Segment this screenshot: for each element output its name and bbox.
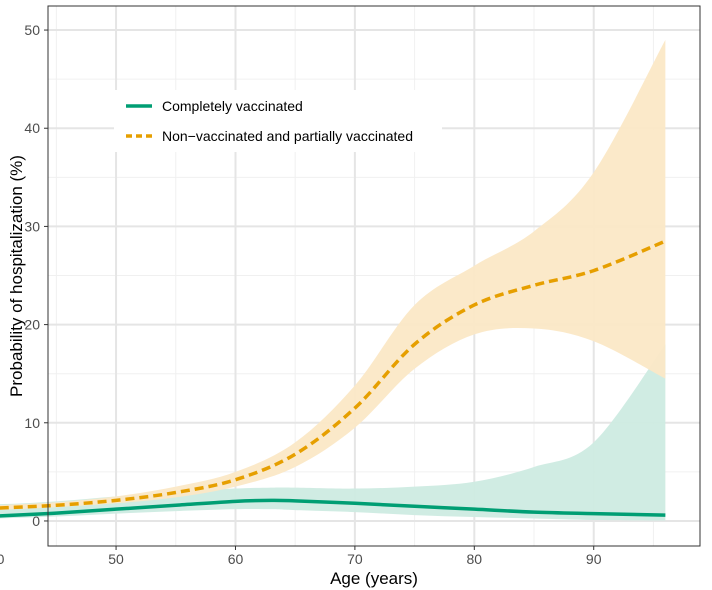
x-tick-label-90: 90	[586, 551, 602, 567]
y-tick-label-20: 20	[24, 317, 40, 333]
series-lines	[0, 239, 667, 518]
y-tick-label-10: 10	[24, 415, 40, 431]
legend-label-completely-vaccinated: Completely vaccinated	[162, 98, 303, 114]
panel-border	[47, 5, 701, 547]
x-tick-label-50: 50	[108, 551, 124, 567]
y-tick-label-50: 50	[24, 22, 40, 38]
legend: Completely vaccinated Non−vaccinated and…	[114, 90, 442, 152]
x-tick-label-70: 70	[347, 551, 363, 567]
y-tick-label-30: 30	[24, 218, 40, 234]
y-axis-ticks: 0 10 20 30 40 50	[24, 22, 48, 529]
legend-label-non-vaccinated: Non−vaccinated and partially vaccinated	[162, 128, 413, 144]
x-tick-label-80: 80	[467, 551, 483, 567]
x-tick-label-60: 60	[228, 551, 244, 567]
y-tick-label-40: 40	[24, 120, 40, 136]
x-axis-ticks: 2030405060708090	[0, 546, 602, 567]
confidence-band-nonvaccinated	[0, 39, 666, 510]
y-axis-title: Probability of hospitalization (%)	[7, 155, 26, 397]
confidence-bands	[0, 39, 666, 521]
y-tick-label-0: 0	[32, 513, 40, 529]
x-tick-label-40: 40	[0, 551, 5, 567]
x-axis-title: Age (years)	[330, 569, 418, 588]
series-line-vaccinated	[0, 498, 666, 518]
legend-background	[114, 90, 442, 152]
